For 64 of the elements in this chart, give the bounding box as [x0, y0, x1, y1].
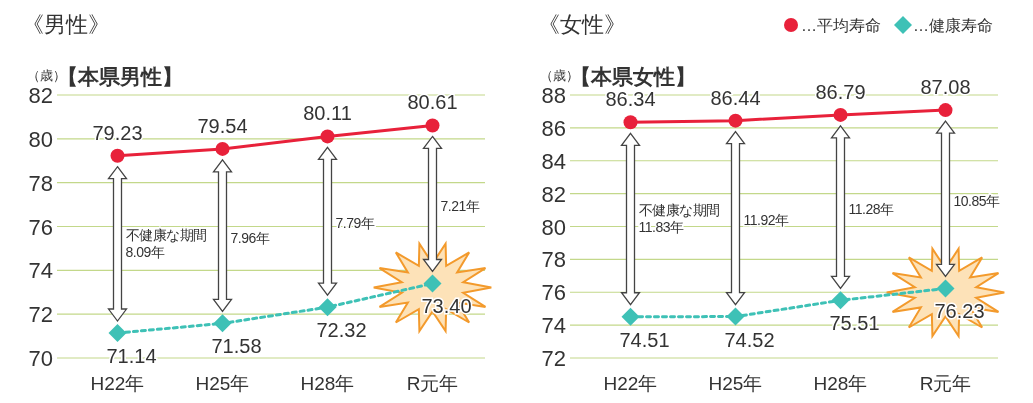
annotation: 11.92年	[743, 212, 789, 229]
point	[936, 279, 955, 298]
data-label: 71.58	[211, 335, 262, 358]
annotation: 不健康な期間 8.09年	[125, 226, 207, 260]
y-tick-label: 72	[28, 302, 53, 328]
data-label: 79.54	[197, 114, 248, 137]
data-label: 74.52	[724, 328, 775, 351]
point	[215, 141, 230, 156]
point	[621, 307, 640, 326]
x-tick-label: H22年	[603, 373, 658, 394]
y-tick-label: 86	[541, 115, 566, 141]
point	[423, 274, 442, 293]
y-tick-label: 76	[28, 214, 53, 240]
x-tick-label: H28年	[813, 373, 868, 394]
chart-title: 《女性》	[538, 12, 626, 37]
y-tick-label: 74	[28, 258, 53, 284]
y-tick-label: 82	[28, 83, 53, 108]
point	[320, 129, 335, 144]
data-label: 74.51	[619, 328, 670, 351]
x-tick-label: H28年	[300, 373, 355, 394]
data-label: 80.61	[407, 91, 458, 114]
x-tick-label: H22年	[90, 373, 145, 394]
data-label: 79.23	[92, 121, 143, 144]
data-label: 86.79	[815, 80, 866, 103]
annotation: 11.28年	[848, 201, 894, 218]
data-label: 72.32	[316, 319, 367, 342]
y-tick-label: 72	[541, 346, 566, 371]
point	[108, 324, 127, 343]
annotation: 7.21年	[440, 197, 480, 214]
data-label: 71.14	[106, 345, 157, 368]
point	[726, 307, 745, 326]
point	[728, 113, 743, 128]
point	[318, 298, 337, 317]
y-tick-label: 88	[541, 83, 566, 108]
chart-title: 《男性》	[22, 12, 110, 37]
point	[938, 103, 953, 118]
y-tick-label: 80	[541, 214, 566, 240]
y-tick-label: 74	[541, 313, 566, 339]
x-tick-label: R元年	[406, 373, 459, 394]
legend-label: …平均寿命	[801, 17, 881, 34]
annotation: 10.85年	[953, 192, 1001, 209]
x-tick-label: H25年	[708, 373, 763, 394]
y-tick-label: 84	[541, 148, 566, 174]
x-tick-label: H25年	[195, 373, 250, 394]
y-tick-label: 78	[541, 247, 566, 273]
point	[110, 148, 125, 163]
y-tick-label: 76	[541, 280, 566, 306]
x-tick-label: R元年	[919, 373, 972, 394]
point	[623, 115, 638, 130]
data-label: 86.44	[710, 86, 761, 109]
data-label: 87.08	[920, 76, 971, 99]
y-tick-label: 70	[28, 346, 53, 371]
data-label: 86.34	[605, 88, 656, 111]
y-tick-label: 82	[541, 181, 566, 207]
data-label: 80.11	[303, 102, 352, 125]
point	[213, 314, 232, 333]
point	[833, 107, 848, 122]
data-label: 75.51	[829, 312, 880, 335]
point	[425, 118, 440, 133]
y-tick-label: 80	[28, 126, 53, 152]
y-tick-label: 78	[28, 170, 53, 196]
annotation: 7.96年	[230, 229, 270, 246]
legend-label: …健康寿命	[913, 17, 993, 34]
point	[831, 291, 850, 310]
